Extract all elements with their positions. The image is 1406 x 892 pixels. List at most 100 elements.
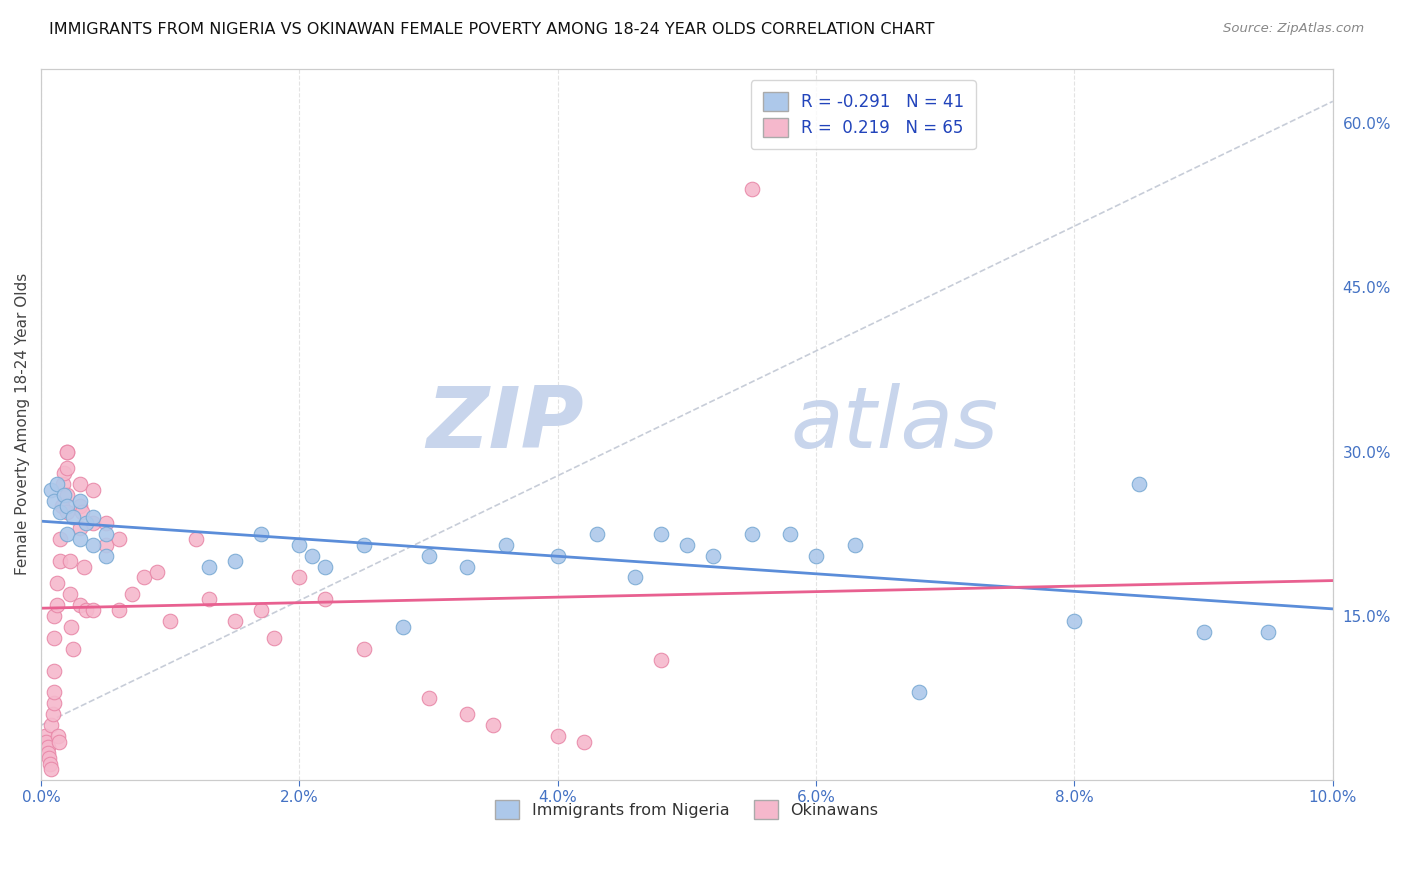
Point — [73, 559, 96, 574]
Point — [741, 182, 763, 196]
Point — [49, 532, 72, 546]
Point — [56, 488, 79, 502]
Legend: Immigrants from Nigeria, Okinawans: Immigrants from Nigeria, Okinawans — [489, 794, 884, 825]
Point — [42, 664, 65, 678]
Point — [418, 690, 440, 705]
Point — [585, 526, 607, 541]
Point — [49, 505, 72, 519]
Point — [69, 500, 91, 514]
Point — [56, 500, 79, 514]
Point — [37, 746, 59, 760]
Point — [69, 598, 91, 612]
Point — [82, 483, 104, 497]
Point — [42, 631, 65, 645]
Point — [45, 576, 67, 591]
Point — [263, 631, 285, 645]
Point — [42, 707, 65, 722]
Point — [198, 592, 221, 607]
Point — [159, 614, 181, 628]
Point — [1128, 477, 1150, 491]
Point — [72, 505, 94, 519]
Point — [1192, 625, 1215, 640]
Point — [37, 740, 59, 755]
Point — [804, 549, 827, 563]
Point — [572, 734, 595, 748]
Point — [42, 685, 65, 699]
Point — [45, 477, 67, 491]
Point — [48, 734, 70, 748]
Text: IMMIGRANTS FROM NIGERIA VS OKINAWAN FEMALE POVERTY AMONG 18-24 YEAR OLDS CORRELA: IMMIGRANTS FROM NIGERIA VS OKINAWAN FEMA… — [49, 22, 935, 37]
Point — [42, 696, 65, 710]
Point — [94, 526, 117, 541]
Point — [56, 444, 79, 458]
Point — [53, 488, 76, 502]
Point — [908, 685, 931, 699]
Point — [75, 516, 97, 530]
Text: ZIP: ZIP — [426, 383, 583, 466]
Point — [69, 477, 91, 491]
Point — [314, 559, 336, 574]
Point — [82, 538, 104, 552]
Point — [353, 538, 375, 552]
Point — [58, 587, 80, 601]
Point — [94, 516, 117, 530]
Point — [35, 734, 58, 748]
Point — [288, 570, 311, 584]
Point — [56, 461, 79, 475]
Point — [456, 559, 478, 574]
Point — [702, 549, 724, 563]
Point — [53, 467, 76, 481]
Point — [418, 549, 440, 563]
Point — [82, 603, 104, 617]
Point — [547, 549, 569, 563]
Point — [391, 620, 413, 634]
Point — [39, 756, 62, 771]
Point — [41, 483, 63, 497]
Point — [41, 718, 63, 732]
Point — [62, 641, 84, 656]
Point — [107, 603, 129, 617]
Point — [353, 641, 375, 656]
Point — [59, 620, 82, 634]
Point — [198, 559, 221, 574]
Point — [42, 608, 65, 623]
Point — [45, 598, 67, 612]
Point — [69, 521, 91, 535]
Point — [741, 526, 763, 541]
Point — [56, 505, 79, 519]
Point — [1063, 614, 1085, 628]
Point — [121, 587, 143, 601]
Point — [38, 751, 60, 765]
Point — [650, 652, 672, 666]
Point — [107, 532, 129, 546]
Y-axis label: Female Poverty Among 18-24 Year Olds: Female Poverty Among 18-24 Year Olds — [15, 273, 30, 575]
Point — [94, 549, 117, 563]
Point — [52, 477, 75, 491]
Point — [249, 603, 271, 617]
Point — [56, 444, 79, 458]
Point — [482, 718, 505, 732]
Point — [69, 532, 91, 546]
Point — [51, 500, 73, 514]
Point — [224, 614, 246, 628]
Point — [249, 526, 271, 541]
Point — [547, 729, 569, 743]
Point — [146, 565, 169, 579]
Point — [650, 526, 672, 541]
Point — [94, 538, 117, 552]
Point — [844, 538, 866, 552]
Point — [82, 516, 104, 530]
Point — [56, 526, 79, 541]
Point — [676, 538, 699, 552]
Point — [75, 603, 97, 617]
Text: Source: ZipAtlas.com: Source: ZipAtlas.com — [1223, 22, 1364, 36]
Point — [34, 729, 56, 743]
Point — [779, 526, 801, 541]
Point — [134, 570, 156, 584]
Point — [69, 493, 91, 508]
Point — [49, 554, 72, 568]
Point — [42, 493, 65, 508]
Point — [41, 762, 63, 776]
Text: atlas: atlas — [790, 383, 998, 466]
Point — [456, 707, 478, 722]
